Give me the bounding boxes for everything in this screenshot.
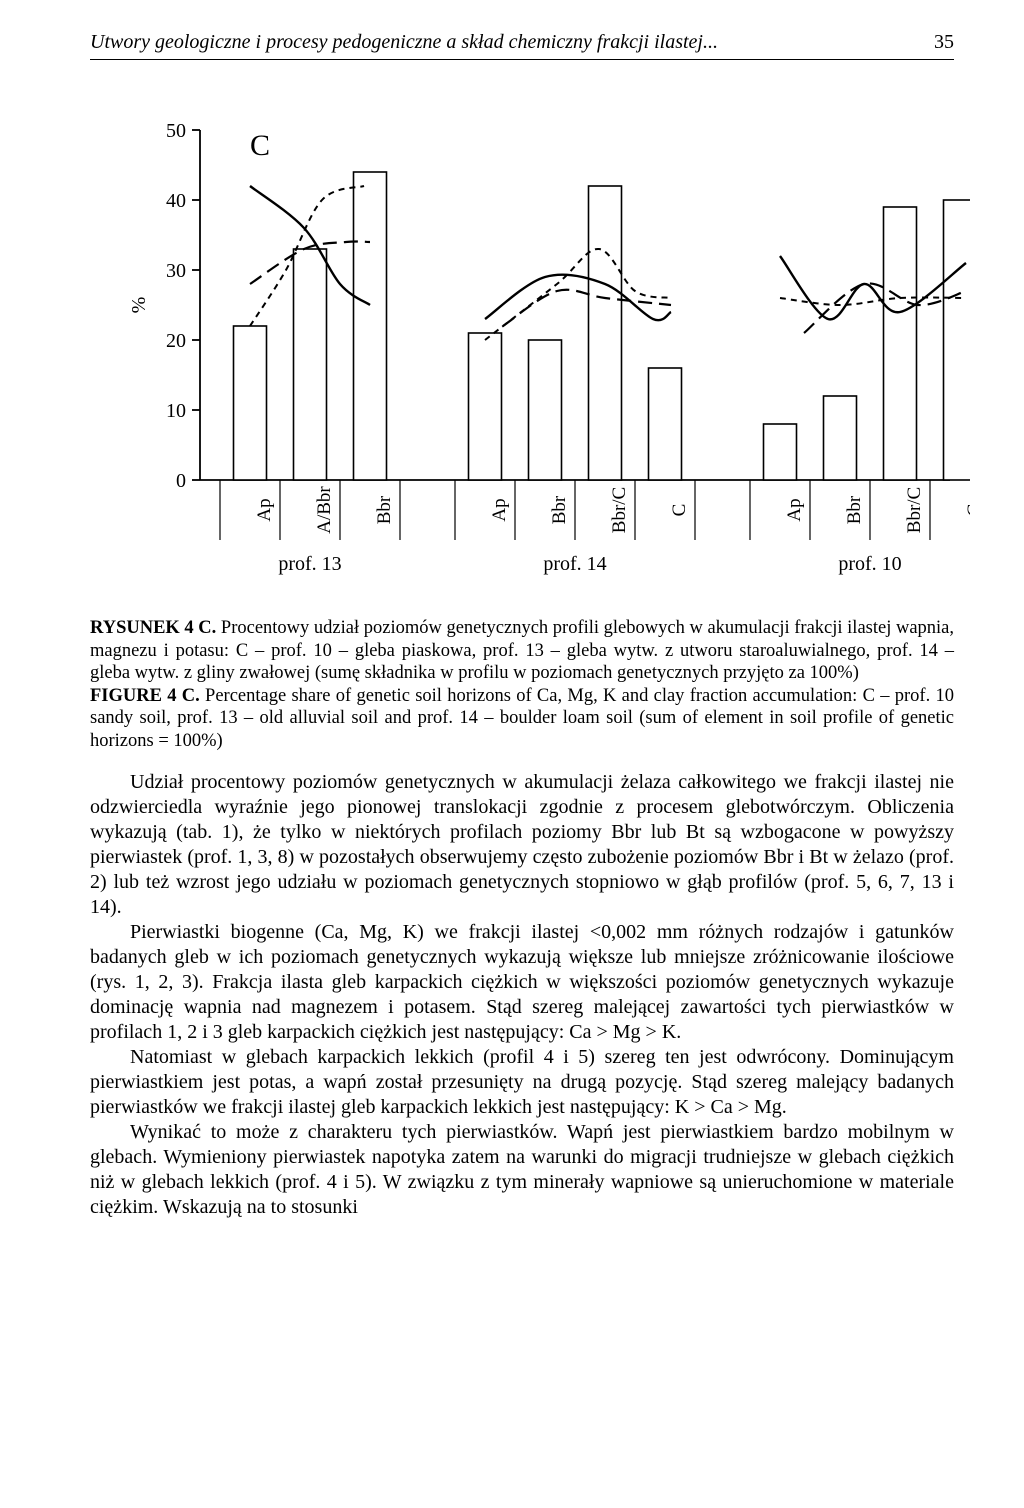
paragraph: Natomiast w glebach karpackich lekkich (…: [90, 1045, 954, 1120]
svg-text:30: 30: [166, 260, 186, 282]
svg-text:Ap: Ap: [254, 498, 275, 521]
svg-text:A/Bbr: A/Bbr: [314, 486, 335, 534]
paragraph: Wynikać to może z charakteru tych pierwi…: [90, 1120, 954, 1220]
figure-caption: RYSUNEK 4 C. Procentowy udział poziomów …: [90, 617, 954, 752]
paragraph: Udział procentowy poziomów genetycznych …: [90, 770, 954, 920]
caption-pl: RYSUNEK 4 C. Procentowy udział poziomów …: [90, 618, 954, 683]
svg-text:Ap: Ap: [489, 498, 510, 521]
svg-text:Bbr/C: Bbr/C: [904, 487, 925, 533]
svg-text:20: 20: [166, 330, 186, 352]
svg-text:C: C: [250, 129, 270, 162]
svg-text:Bbr: Bbr: [374, 495, 395, 524]
paragraph: Pierwiastki biogenne (Ca, Mg, K) we frak…: [90, 920, 954, 1045]
svg-text:prof. 13: prof. 13: [278, 553, 341, 575]
svg-text:C: C: [964, 504, 970, 517]
svg-text:Bbr: Bbr: [844, 495, 865, 524]
svg-text:Bbr: Bbr: [549, 495, 570, 524]
svg-text:prof. 10: prof. 10: [838, 553, 901, 575]
figure-4c-chart: 0 10 20 30 40 50% C Ap A/Bbr Bbr prof. 13 Ap Bbr Bbr/…: [120, 110, 954, 597]
svg-text:50: 50: [166, 120, 186, 142]
chart-svg: 0 10 20 30 40 50% C Ap A/Bbr Bbr prof. 13 Ap Bbr Bbr/…: [120, 110, 970, 590]
svg-text:prof. 14: prof. 14: [543, 553, 606, 575]
svg-text:%: %: [128, 297, 150, 314]
svg-text:40: 40: [166, 190, 186, 212]
svg-text:0: 0: [176, 470, 186, 492]
body-text: Udział procentowy poziomów genetycznych …: [90, 770, 954, 1220]
svg-text:Bbr/C: Bbr/C: [609, 487, 630, 533]
running-title: Utwory geologiczne i procesy pedogeniczn…: [90, 30, 718, 55]
running-head: Utwory geologiczne i procesy pedogeniczn…: [90, 30, 954, 60]
svg-text:10: 10: [166, 400, 186, 422]
svg-text:Ap: Ap: [784, 498, 805, 521]
caption-en: FIGURE 4 C. Percentage share of genetic …: [90, 686, 954, 751]
svg-text:C: C: [669, 504, 690, 517]
page-number: 35: [934, 30, 954, 55]
